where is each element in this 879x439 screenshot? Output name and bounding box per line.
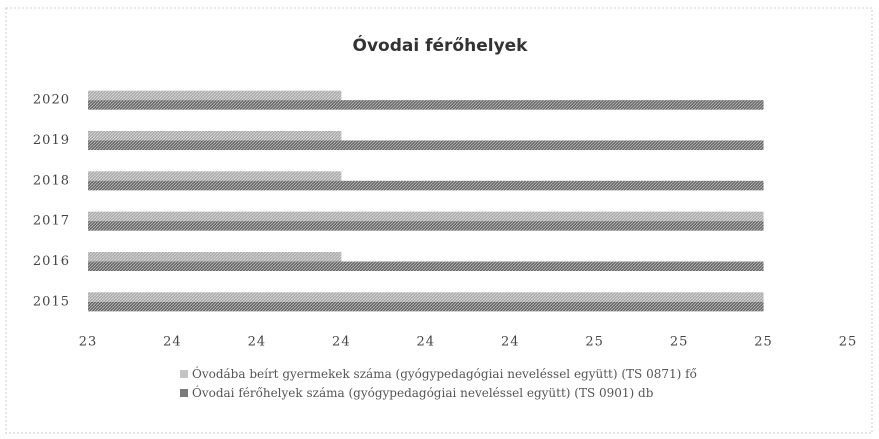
x-tick-label: 23 xyxy=(79,335,98,350)
x-tick-label: 24 xyxy=(332,335,351,350)
bar-texture xyxy=(88,211,764,222)
bar-texture xyxy=(88,180,764,191)
x-tick-label: 24 xyxy=(501,335,520,350)
y-tick-label: 2018 xyxy=(33,173,70,188)
x-tick-label: 25 xyxy=(754,335,773,350)
legend-swatch xyxy=(180,389,188,397)
bar-texture xyxy=(88,90,342,101)
bar-texture xyxy=(88,301,764,312)
bar-texture xyxy=(88,100,764,110)
legend-item: Óvodai férőhelyek száma (gyógypedagógiai… xyxy=(180,385,780,402)
bar-texture xyxy=(88,261,764,271)
bar-texture xyxy=(88,292,764,302)
bar-texture xyxy=(88,252,342,262)
chart-border xyxy=(5,7,873,434)
y-tick-label: 2020 xyxy=(33,93,70,108)
legend-label: Óvodába beírt gyermekek száma (gyógypeda… xyxy=(192,367,697,381)
bar-texture xyxy=(88,131,342,141)
legend-item: Óvodába beírt gyermekek száma (gyógypeda… xyxy=(180,366,780,383)
bar-texture xyxy=(88,221,764,231)
legend: Óvodába beírt gyermekek száma (gyógypeda… xyxy=(180,366,780,404)
y-tick-label: 2015 xyxy=(33,294,70,309)
x-tick-label: 25 xyxy=(839,335,858,350)
bar-texture xyxy=(88,140,764,150)
x-tick-label: 24 xyxy=(248,335,267,350)
chart-title: Óvodai férőhelyek xyxy=(353,34,529,56)
y-tick-label: 2016 xyxy=(33,254,70,269)
legend-label: Óvodai férőhelyek száma (gyógypedagógiai… xyxy=(192,386,654,400)
x-tick-label: 25 xyxy=(585,335,604,350)
x-tick-label: 24 xyxy=(417,335,436,350)
bar-texture xyxy=(88,171,342,181)
y-tick-label: 2019 xyxy=(33,133,70,148)
y-tick-label: 2017 xyxy=(33,214,70,229)
x-tick-label: 25 xyxy=(670,335,689,350)
x-tick-label: 24 xyxy=(163,335,182,350)
legend-swatch xyxy=(180,370,188,378)
